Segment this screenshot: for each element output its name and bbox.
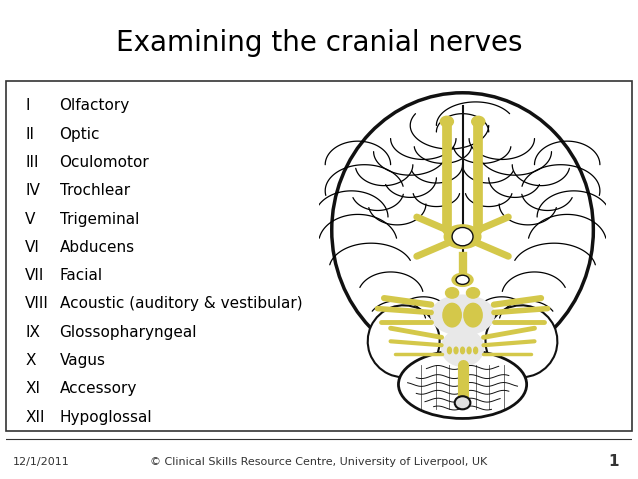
Ellipse shape [443, 303, 461, 327]
Ellipse shape [464, 303, 482, 327]
Ellipse shape [461, 347, 464, 354]
Ellipse shape [367, 305, 440, 377]
Ellipse shape [332, 93, 593, 367]
Text: VIII: VIII [25, 297, 49, 311]
Text: VI: VI [25, 240, 40, 255]
Text: Oculomotor: Oculomotor [59, 155, 149, 170]
Text: XII: XII [25, 410, 45, 424]
Text: Hypoglossal: Hypoglossal [59, 410, 152, 424]
Text: Glossopharyngeal: Glossopharyngeal [59, 325, 197, 340]
Ellipse shape [452, 273, 473, 286]
Text: Examining the cranial nerves: Examining the cranial nerves [115, 29, 523, 57]
Ellipse shape [452, 228, 473, 246]
Text: Acoustic (auditory & vestibular): Acoustic (auditory & vestibular) [59, 297, 302, 311]
Ellipse shape [447, 347, 452, 354]
Text: IV: IV [25, 183, 40, 198]
Text: II: II [25, 127, 34, 142]
Text: 12/1/2011: 12/1/2011 [13, 456, 70, 467]
Text: I: I [25, 98, 29, 114]
Ellipse shape [445, 288, 459, 298]
Text: X: X [25, 353, 36, 368]
Text: © Clinical Skills Resource Centre, University of Liverpool, UK: © Clinical Skills Resource Centre, Unive… [151, 456, 487, 467]
Text: Olfactory: Olfactory [59, 98, 130, 114]
FancyBboxPatch shape [6, 81, 632, 431]
Text: IX: IX [25, 325, 40, 340]
Ellipse shape [399, 351, 526, 419]
Ellipse shape [486, 305, 558, 377]
Ellipse shape [431, 296, 494, 335]
Text: Accessory: Accessory [59, 381, 137, 396]
Ellipse shape [471, 116, 485, 127]
Ellipse shape [454, 347, 458, 354]
Text: Vagus: Vagus [59, 353, 105, 368]
Text: V: V [25, 212, 36, 227]
Text: Trochlear: Trochlear [59, 183, 130, 198]
Ellipse shape [455, 396, 470, 409]
Ellipse shape [456, 275, 469, 285]
Ellipse shape [466, 288, 480, 298]
Text: III: III [25, 155, 39, 170]
Text: Optic: Optic [59, 127, 100, 142]
Text: Facial: Facial [59, 268, 103, 283]
Text: 1: 1 [609, 454, 619, 469]
Text: VII: VII [25, 268, 45, 283]
Ellipse shape [467, 347, 471, 354]
Text: XI: XI [25, 381, 40, 396]
Ellipse shape [440, 116, 454, 127]
Ellipse shape [473, 347, 478, 354]
Ellipse shape [444, 225, 481, 249]
Text: Trigeminal: Trigeminal [59, 212, 139, 227]
Ellipse shape [441, 330, 484, 366]
Text: Abducens: Abducens [59, 240, 135, 255]
